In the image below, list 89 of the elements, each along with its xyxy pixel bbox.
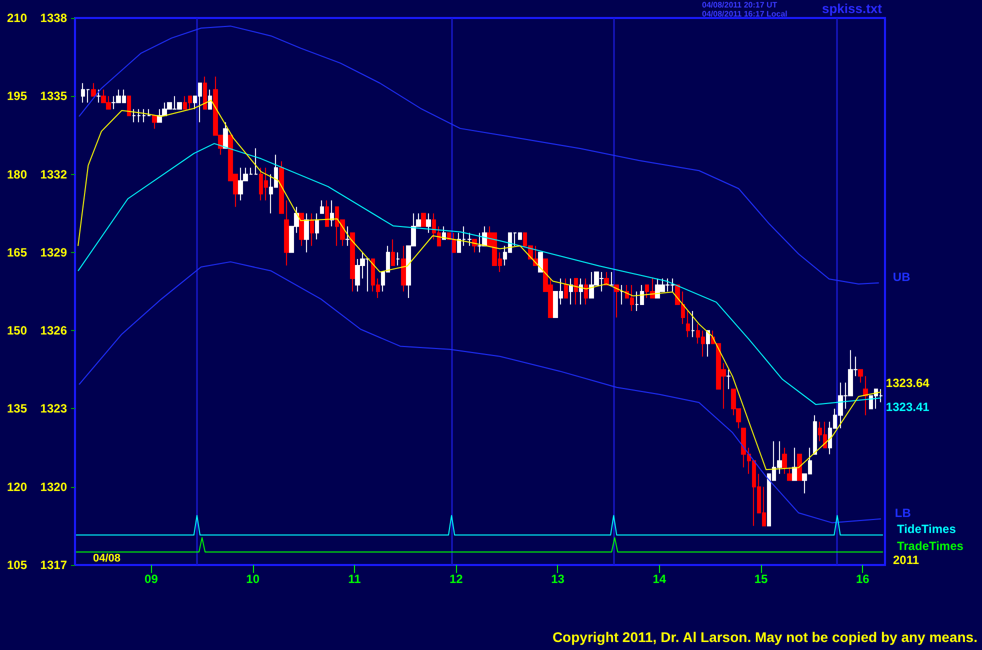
- candlestick: [284, 200, 289, 266]
- candlestick: [579, 278, 583, 306]
- y-tick-label: 1326: [40, 324, 68, 338]
- y-tick-label: 1338: [40, 11, 68, 25]
- candlestick: [401, 245, 406, 292]
- candlestick: [208, 89, 212, 110]
- y-tick-label: 1320: [40, 480, 68, 494]
- candlestick: [345, 226, 350, 246]
- candlestick: [584, 278, 588, 306]
- candlestick: [426, 212, 431, 234]
- data-label: 1323.41: [886, 400, 930, 414]
- candlestick: [691, 310, 695, 338]
- candlestick: [391, 238, 395, 266]
- x-tick-label: 15: [754, 572, 768, 586]
- candlestick: [147, 108, 151, 116]
- line-series: [78, 100, 882, 470]
- y2-tick-label: 150: [6, 324, 28, 338]
- candlestick: [792, 447, 797, 481]
- y2-tick-label: 180: [6, 167, 28, 182]
- line-series: [78, 143, 882, 406]
- x-tick-label: 09: [144, 572, 158, 586]
- candlestick: [538, 252, 543, 272]
- candlestick: [91, 82, 96, 97]
- series-label: UB: [892, 270, 911, 284]
- candlestick: [279, 160, 284, 214]
- candlestick: [203, 76, 207, 110]
- text: spkiss.txt: [822, 1, 883, 16]
- y-tick-label: 1317: [40, 558, 68, 572]
- candlestick: [127, 96, 131, 116]
- x-tick-label: 11: [348, 572, 362, 586]
- candlestick: [620, 284, 624, 306]
- x-tick-label: 12: [449, 572, 464, 586]
- y2-tick-label: 135: [6, 402, 28, 416]
- candlestick: [142, 108, 146, 123]
- candlestick: [797, 454, 802, 481]
- candlestick: [858, 369, 863, 384]
- x-tick-label: 10: [246, 572, 260, 586]
- candlestick: [609, 271, 614, 286]
- series-label: LB: [894, 506, 912, 520]
- y-tick-label: 1332: [40, 167, 68, 182]
- candlestick: [726, 369, 731, 390]
- candlestick: [421, 212, 426, 227]
- candlestick: [310, 212, 314, 246]
- series-label: TradeTimes: [896, 538, 964, 553]
- candlestick: [614, 284, 619, 318]
- y2-tick-label: 195: [6, 89, 28, 104]
- line-series: [78, 261, 882, 524]
- candlestick: [132, 108, 136, 123]
- candlestick: [152, 115, 157, 130]
- y2-tick-label: 210: [6, 11, 28, 25]
- y-tick-label: 1329: [40, 245, 68, 260]
- candlestick: [787, 466, 792, 481]
- annotation: 04/08: [93, 552, 121, 564]
- line-series: [78, 26, 880, 284]
- text: 04/08/2011 20:17 UT: [702, 0, 778, 10]
- y-tick-label: 1323: [40, 402, 68, 416]
- text: Copyright 2011, Dr. Al Larson. May not be copied by any means.: [552, 629, 978, 645]
- candlestick: [325, 200, 329, 227]
- x-tick-label: 14: [652, 572, 666, 586]
- text: 2011: [893, 553, 920, 567]
- candlestick: [315, 212, 319, 240]
- candlestick: [574, 278, 578, 306]
- candlestick: [396, 252, 400, 266]
- candlestick: [96, 89, 101, 104]
- candlestick: [223, 122, 228, 149]
- candlestick: [686, 310, 690, 338]
- candlestick: [569, 278, 573, 306]
- candlestick: [706, 330, 710, 358]
- candlestick: [299, 212, 304, 246]
- series-label: TideTimes: [896, 522, 956, 536]
- candlestick: [304, 212, 309, 253]
- data-label: 1323.64: [886, 376, 930, 390]
- candlestick: [564, 278, 568, 299]
- candlestick: [467, 232, 472, 246]
- y2-tick-label: 165: [6, 245, 28, 260]
- candlestick: [863, 376, 868, 416]
- candlestick: [320, 200, 324, 214]
- y-tick-label: 1335: [40, 89, 68, 104]
- candlestick: [813, 414, 817, 455]
- candlestick: [137, 108, 141, 123]
- annotation: 04/08/2011 16:17 Local: [702, 10, 788, 18]
- y2-tick-label: 105: [6, 558, 28, 572]
- x-tick-label: 16: [856, 572, 870, 586]
- x-tick-label: 13: [551, 572, 565, 586]
- y2-tick-label: 120: [6, 480, 28, 494]
- candlestick: [254, 148, 258, 175]
- candlestick: [782, 447, 787, 474]
- candlestick: [350, 232, 355, 292]
- candlestick: [330, 200, 334, 227]
